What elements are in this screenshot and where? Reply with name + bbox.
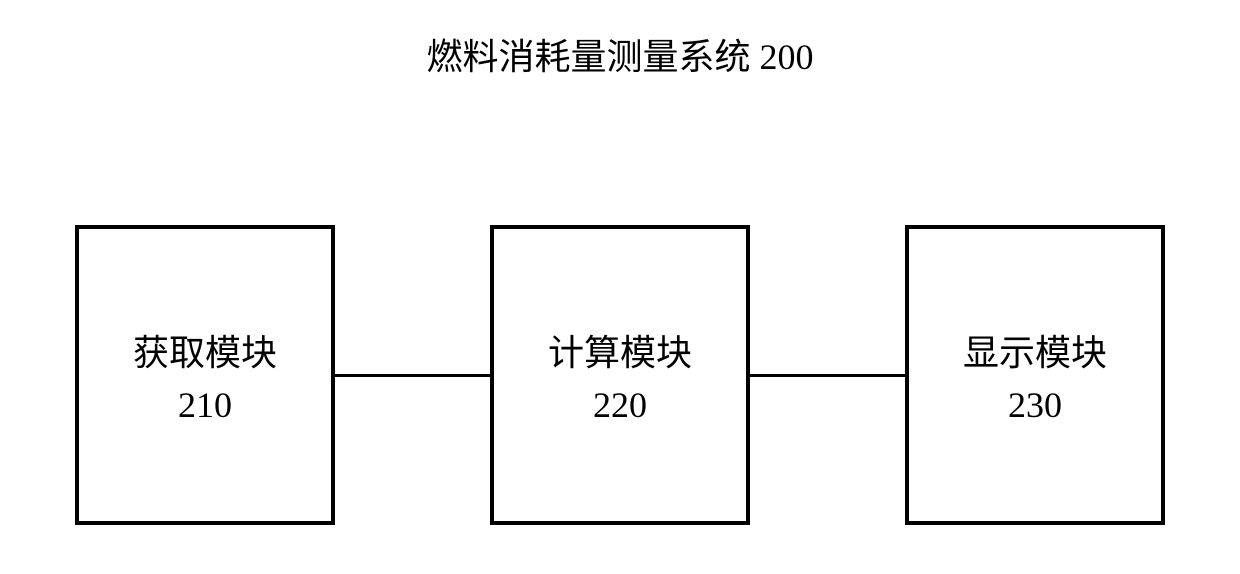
node-compute-module: 计算模块 220	[490, 225, 750, 525]
node-id: 210	[178, 384, 232, 426]
node-label: 计算模块	[548, 324, 692, 376]
edge-n2-n3	[750, 374, 905, 377]
node-id: 220	[593, 384, 647, 426]
node-acquire-module: 获取模块 210	[75, 225, 335, 525]
flowchart-container: 获取模块 210 计算模块 220 显示模块 230	[75, 225, 1165, 525]
diagram-title: 燃料消耗量测量系统 200	[426, 28, 813, 80]
edge-n1-n2	[335, 374, 490, 377]
node-label: 显示模块	[963, 324, 1107, 376]
node-label: 获取模块	[133, 324, 277, 376]
node-id: 230	[1008, 384, 1062, 426]
node-display-module: 显示模块 230	[905, 225, 1165, 525]
